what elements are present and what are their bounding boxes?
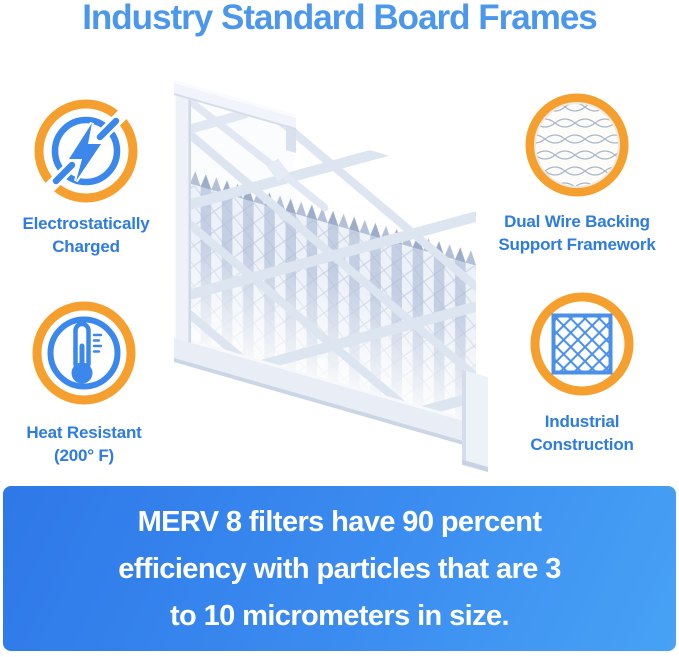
air-filter-product-image: [174, 80, 488, 473]
page-title: Industry Standard Board Frames: [82, 0, 598, 37]
feature-dual-wire-backing: Dual Wire Backing Support Framework: [489, 91, 665, 256]
feature-label: Industrial Construction: [530, 412, 634, 454]
wire-mesh-photo-icon: [525, 93, 629, 197]
feature-label: Dual Wire Backing Support Framework: [498, 212, 656, 254]
left-frame-board: [174, 80, 191, 343]
corner-braces: [186, 97, 329, 212]
info-banner: MERV 8 filters have 90 percent efficienc…: [3, 486, 676, 651]
banner-text-line: to 10 micrometers in size.: [170, 600, 510, 632]
banner-text-line: efficiency with particles that are 3: [118, 553, 561, 585]
feature-electrostatically-charged: Electrostatically Charged: [4, 97, 168, 258]
bottom-frame-board: [174, 335, 476, 449]
frame-end-cap: [462, 369, 488, 473]
lightning-bolt-circle-icon: [34, 99, 138, 203]
diamond-lattice-icon: [530, 292, 634, 396]
feature-label: Electrostatically Charged: [22, 214, 150, 256]
banner-text-line: MERV 8 filters have 90 percent: [137, 506, 542, 538]
feature-heat-resistant: Heat Resistant (200° F): [2, 299, 166, 467]
feature-industrial-construction: Industrial Construction: [494, 290, 670, 456]
feature-label: Heat Resistant (200° F): [26, 423, 142, 465]
thermometer-icon: [32, 301, 136, 405]
top-frame-board: [174, 80, 296, 153]
